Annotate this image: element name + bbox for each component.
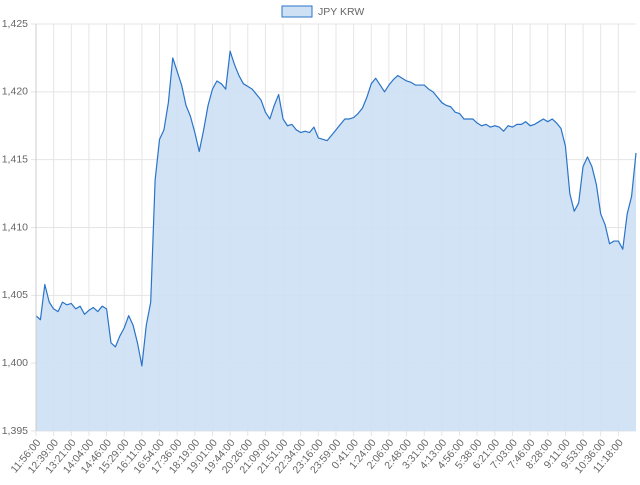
line	[35, 50, 637, 367]
y-tick-label: 1,395	[2, 425, 28, 437]
y-tick-label: 1,425	[2, 18, 28, 30]
y-tick-label: 1,410	[2, 221, 28, 233]
area-fill	[36, 51, 636, 431]
y-tick-label: 1,400	[2, 357, 28, 369]
y-tick-label: 1,420	[2, 86, 28, 98]
legend-label: JPY KRW	[318, 6, 364, 18]
y-tick-label: 1,405	[2, 289, 28, 301]
legend-swatch	[281, 5, 313, 18]
y-tick-label: 1,415	[2, 153, 28, 165]
